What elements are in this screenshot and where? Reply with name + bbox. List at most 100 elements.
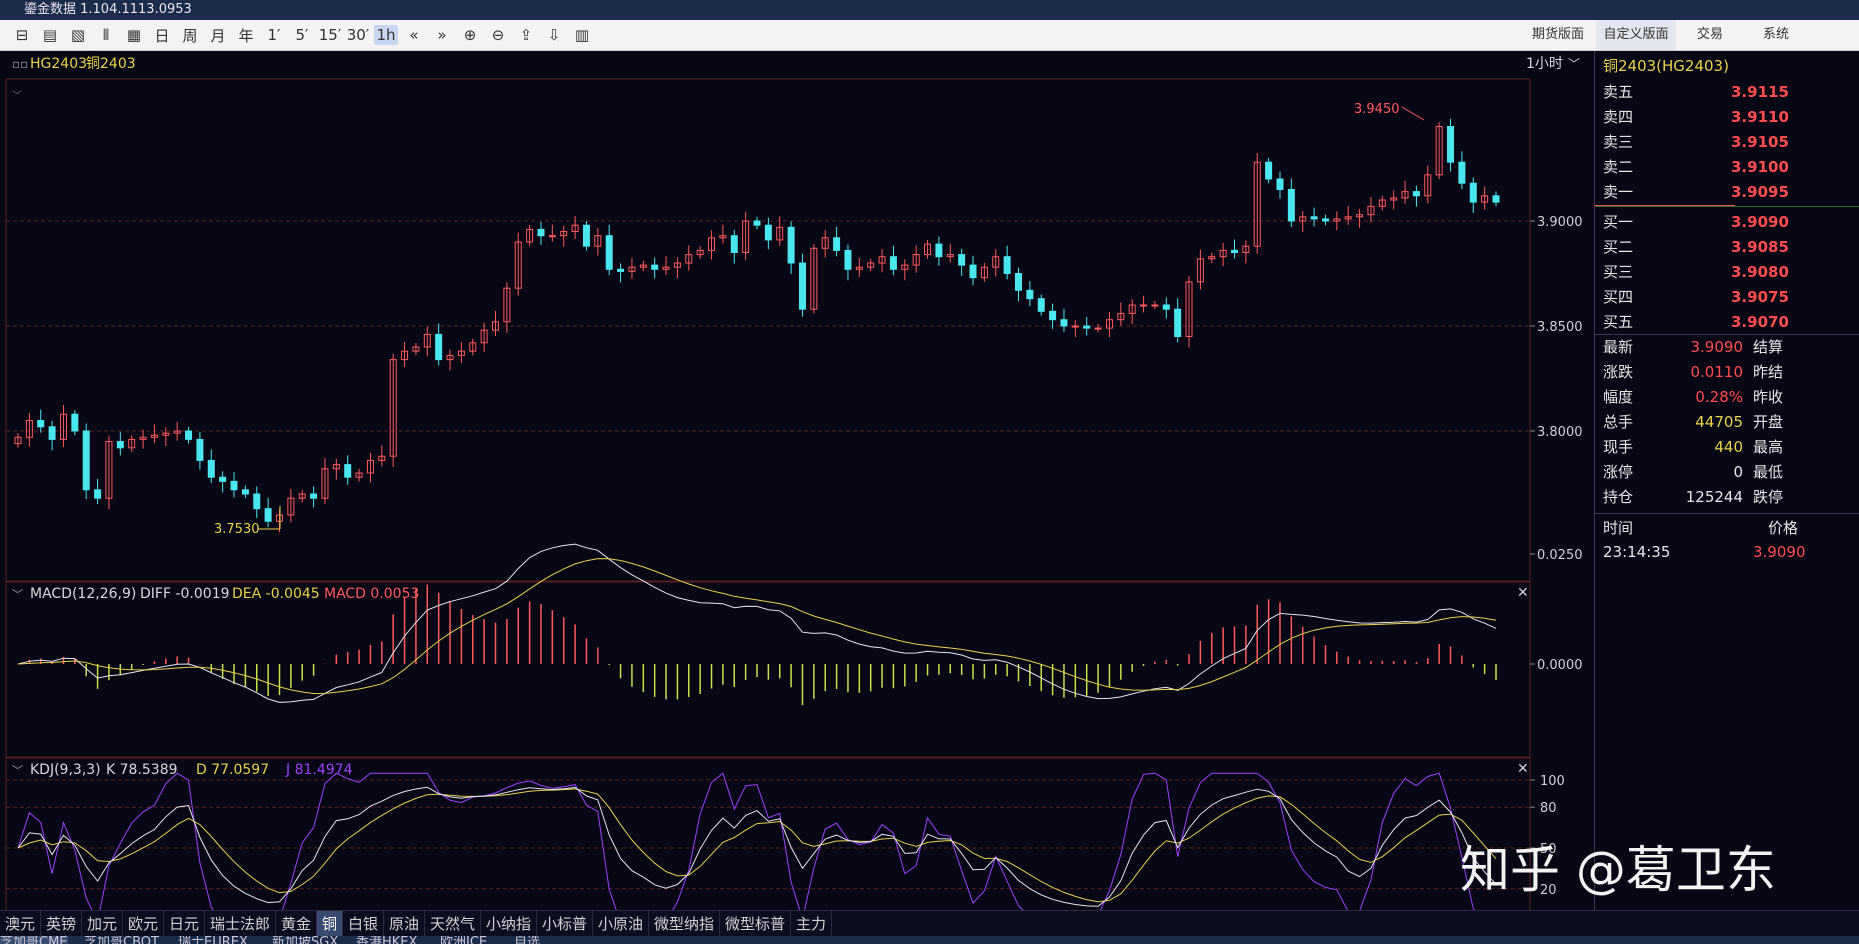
exchange-tab[interactable]: 香港HKEX [356,936,418,944]
document-icon[interactable]: ▤ [42,26,58,44]
scroll-left-icon[interactable]: « [409,26,419,44]
macd-diff-line [17,543,1497,703]
candle-up [128,438,136,449]
bottom-tab[interactable]: 日元 [164,911,205,937]
exchange-tab[interactable]: 自选 [514,936,541,944]
candle-up [821,237,829,249]
macd-close-icon[interactable]: ✕ [1517,585,1529,601]
candle-down [889,256,897,270]
bottom-tab[interactable]: 天然气 [425,911,481,937]
bottom-tab[interactable]: 小标普 [537,911,593,937]
bottom-tab[interactable]: 瑞士法郎 [205,911,276,937]
bottom-tab[interactable]: 欧元 [123,911,164,937]
exchange-tab[interactable]: 瑞士EUREX [178,936,248,944]
bottom-tab[interactable]: 英镑 [41,911,82,937]
candle-down [1060,319,1068,327]
candle-up [514,241,522,289]
exchange-tab[interactable]: 欧洲ICE [440,936,488,944]
bottom-tab[interactable]: 铜 [317,911,343,937]
period-1h-icon[interactable]: 1h [374,25,398,45]
period-1m-icon[interactable]: 1′ [267,26,281,44]
menu-0[interactable]: 期货版面 [1531,27,1584,42]
candle-up [696,249,704,256]
area-chart-icon[interactable]: ▧ [70,26,86,44]
zoom-out-icon[interactable]: ⊖ [491,26,505,44]
price-tick-label: 3.8000 [1537,425,1583,440]
low-price-label: 3.7530 [214,522,260,537]
stat-row: 最新 3.9090 结算 [1603,336,1853,358]
candle-up [924,243,932,256]
bottom-tab[interactable]: 澳元 [0,911,41,937]
period-year-icon[interactable]: 年 [238,26,254,45]
period-30m-icon[interactable]: 30′ [346,26,370,44]
stat-label2: 昨结 [1753,363,1784,381]
stat-value: 44705 [1695,413,1743,431]
candle-up [1356,214,1364,218]
bottom-tab[interactable]: 微型标普 [720,911,791,937]
stat-label: 涨跌 [1603,363,1634,381]
exchange-tab[interactable]: 芝加哥CME [0,936,68,944]
exchange-tab-bar: 芝加哥CME 芝加哥CBOT 瑞士EUREX 新加坡SGX 香港HKEX 欧洲ICE 自选 [0,936,1859,944]
candle-up [173,430,181,434]
candle-up [469,342,477,352]
bottom-tab[interactable]: 白银 [343,911,384,937]
symbol-name: 铜2403 [86,56,136,72]
candle-up [355,472,363,478]
stat-value: 0.28% [1695,388,1743,406]
bottom-tab[interactable]: 加元 [82,911,123,937]
stat-value: 3.9090 [1690,338,1744,356]
candle-down [1014,273,1022,291]
candle-up [14,436,22,445]
menu-1[interactable]: 自定义版面 [1596,20,1676,50]
grid-icon[interactable]: ▦ [126,26,142,44]
exchange-tab[interactable]: 新加坡SGX [272,936,339,944]
period-day-icon[interactable]: 日 [154,26,170,45]
chart-bar-icon[interactable]: ⊟ [15,26,29,44]
period-week-icon[interactable]: 周 [182,26,198,45]
watermark: 知乎 @葛卫东 [1460,841,1776,899]
zoom-in-icon[interactable]: ⊕ [463,26,477,44]
bottom-tab[interactable]: 小原油 [593,911,649,937]
price-tick-label: 3.8500 [1537,320,1583,335]
bottom-tab[interactable]: 黄金 [276,911,317,937]
candle-up [742,220,750,253]
bid-price: 3.9090 [1731,213,1789,231]
candle-up [878,256,886,264]
candle-up [1208,256,1216,260]
macd-panel-frame [5,581,1531,758]
candlestick-icon[interactable]: ⫴ [102,26,110,44]
period-selector[interactable]: 1小时 [1526,56,1563,72]
menu-3[interactable]: 系统 [1762,27,1789,42]
scroll-right-icon[interactable]: » [437,26,447,44]
bid-price: 3.9080 [1731,263,1789,281]
export-icon[interactable]: ⇪ [519,26,533,44]
period-5m-icon[interactable]: 5′ [295,26,309,44]
candle-up [594,235,602,247]
kdj-close-icon[interactable]: ✕ [1517,761,1529,777]
bottom-tab[interactable]: 主力 [791,911,832,937]
import-icon[interactable]: ⇩ [547,26,561,44]
candle-up [1094,327,1102,330]
candle-up [492,321,500,331]
candle-down [1003,256,1011,274]
period-15m-icon[interactable]: 15′ [318,26,342,44]
bottom-tab[interactable]: 小纳指 [481,911,537,937]
bottom-tab[interactable]: 原油 [384,911,425,937]
ask-label: 卖三 [1603,133,1634,151]
kdj-k: K 78.5389 [106,762,178,778]
high-price-label: 3.9450 [1354,102,1400,117]
ask-label: 卖五 [1603,83,1634,101]
layout-icon[interactable]: ▥ [574,26,590,44]
symbol-menu-icon: ▫▫ [12,57,28,71]
chart-area[interactable]: ▫▫ HG2403 铜2403 1小时 ﹀ ﹀ 3.9000 3.8500 3.8000 3.94… [0,51,1592,944]
candle-up [423,333,431,348]
ask-price: 3.9115 [1731,83,1789,101]
period-month-icon[interactable]: 月 [210,26,226,45]
candle-up [855,266,863,270]
bottom-tab[interactable]: 微型纳指 [649,911,720,937]
exchange-tab[interactable]: 芝加哥CBOT [84,936,159,944]
menu-2[interactable]: 交易 [1696,27,1723,42]
trade-row: 23:14:35 3.9090 [1603,541,1853,563]
candle-up [1219,249,1227,258]
